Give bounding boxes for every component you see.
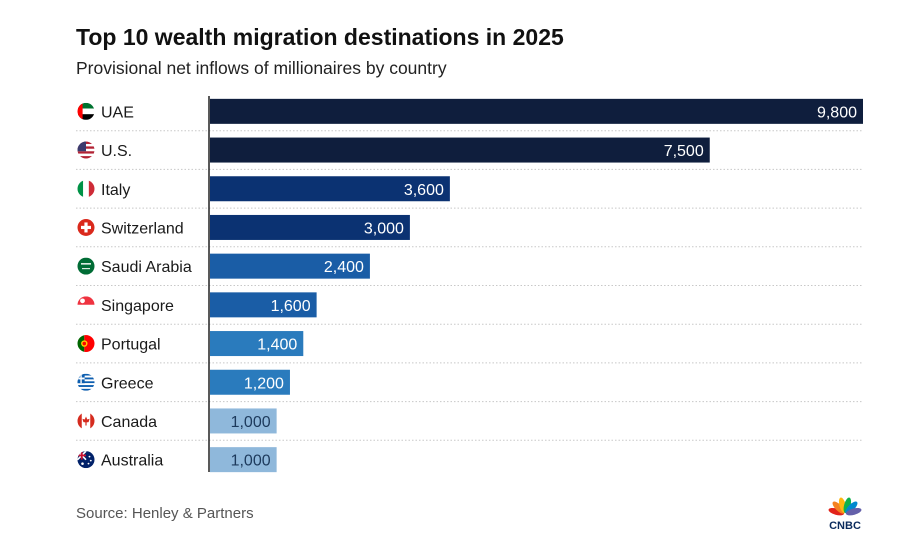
- bar-value-label: 3,000: [364, 220, 404, 237]
- portugal-flag-icon: [77, 335, 95, 353]
- bar: [210, 292, 317, 318]
- bar: [210, 369, 290, 395]
- bar: [210, 214, 410, 240]
- bar-value-label: 1,000: [231, 414, 271, 431]
- bar-value-label: 1,600: [271, 298, 311, 315]
- cnbc-logo: CNBC: [828, 497, 862, 530]
- bar-value-label: 1,000: [231, 453, 271, 470]
- uae-flag-icon: [77, 102, 95, 120]
- bar-value-label: 3,600: [404, 182, 444, 199]
- category-label: Canada: [101, 414, 157, 431]
- bar: [210, 331, 304, 357]
- category-label: Portugal: [101, 337, 161, 354]
- bar: [210, 253, 370, 279]
- canada-flag-icon: [77, 412, 95, 430]
- bar-value-label: 1,400: [257, 337, 297, 354]
- category-label: Italy: [101, 182, 130, 199]
- singapore-flag-icon: [77, 296, 95, 314]
- category-label: UAE: [101, 104, 134, 121]
- bar: [210, 408, 277, 434]
- bar-value-label: 7,500: [664, 143, 704, 160]
- category-label: Switzerland: [101, 220, 184, 237]
- italy-flag-icon: [77, 180, 95, 198]
- category-label: Saudi Arabia: [101, 259, 192, 276]
- greece-flag-icon: [77, 373, 95, 391]
- bar: [210, 176, 450, 202]
- svg-text:CNBC: CNBC: [829, 520, 861, 530]
- source-note: Source: Henley & Partners: [76, 505, 254, 522]
- bar: [210, 447, 277, 473]
- category-label: Singapore: [101, 298, 174, 315]
- australia-flag-icon: [77, 451, 95, 469]
- bar-value-label: 1,200: [244, 375, 284, 392]
- switzerland-flag-icon: [77, 218, 95, 236]
- bar: [210, 98, 863, 124]
- bar-value-label: 2,400: [324, 259, 364, 276]
- us-flag-icon: [77, 141, 95, 159]
- chart-subtitle: Provisional net inflows of millionaires …: [76, 58, 447, 78]
- saudi-arabia-flag-icon: [77, 257, 95, 275]
- category-label: U.S.: [101, 143, 132, 160]
- category-label: Greece: [101, 375, 154, 392]
- category-label: Australia: [101, 453, 163, 470]
- chart-title: Top 10 wealth migration destinations in …: [76, 24, 564, 50]
- bar: [210, 137, 710, 163]
- bar-value-label: 9,800: [817, 104, 857, 121]
